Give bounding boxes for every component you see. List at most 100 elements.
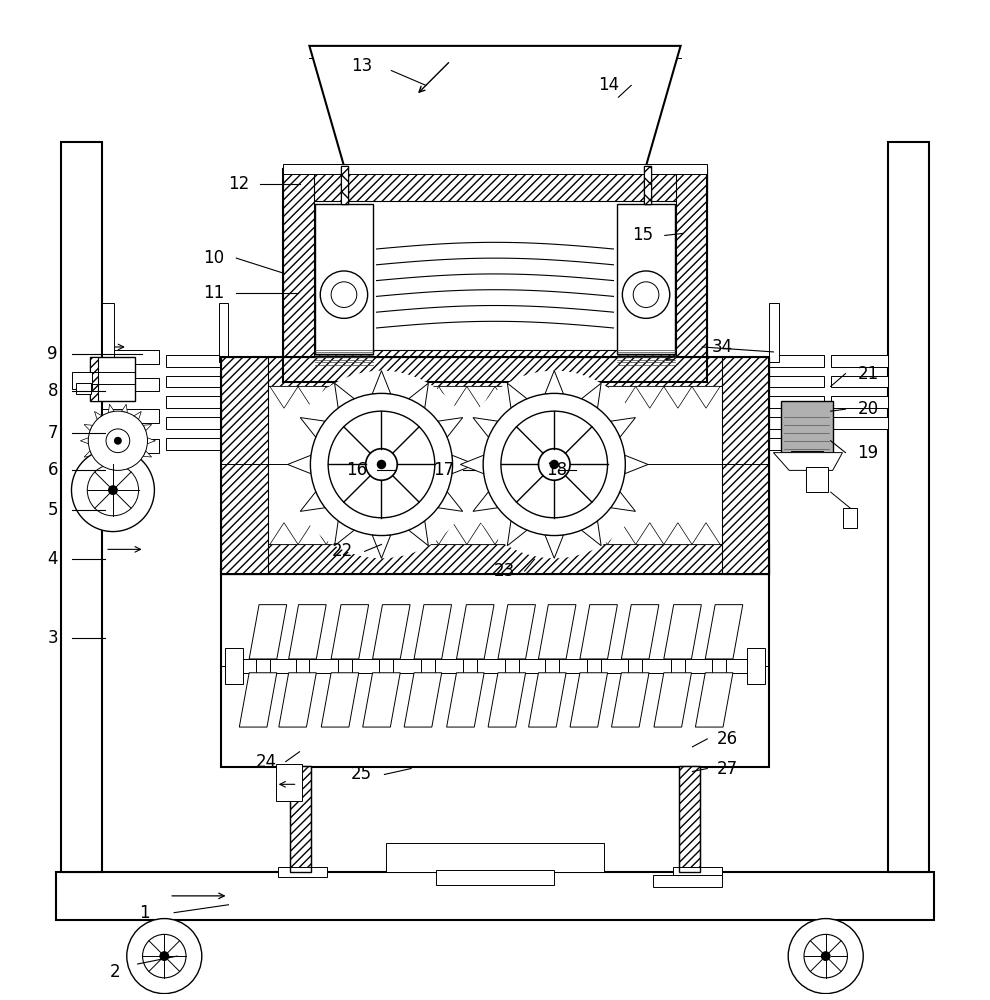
Polygon shape <box>289 605 326 659</box>
Polygon shape <box>579 386 608 408</box>
Circle shape <box>328 411 435 518</box>
Bar <box>675 169 707 382</box>
Polygon shape <box>570 673 608 727</box>
Polygon shape <box>122 469 128 477</box>
Polygon shape <box>581 521 601 546</box>
Bar <box>341 166 347 204</box>
Bar <box>296 659 310 673</box>
Polygon shape <box>507 521 527 546</box>
Polygon shape <box>270 386 298 408</box>
Bar <box>831 417 888 429</box>
Circle shape <box>501 411 608 518</box>
Bar <box>644 166 651 204</box>
Bar <box>746 648 764 684</box>
Polygon shape <box>773 453 842 470</box>
Text: 10: 10 <box>203 249 224 267</box>
Bar <box>629 659 643 673</box>
Polygon shape <box>692 523 720 544</box>
Text: 13: 13 <box>351 57 372 75</box>
Polygon shape <box>298 523 326 544</box>
Polygon shape <box>467 523 495 544</box>
Polygon shape <box>144 424 151 431</box>
Text: 27: 27 <box>717 760 738 778</box>
Bar <box>60 142 102 872</box>
Bar <box>678 766 700 872</box>
Polygon shape <box>270 523 298 544</box>
Circle shape <box>804 934 847 978</box>
Circle shape <box>311 393 452 536</box>
Polygon shape <box>414 605 451 659</box>
Polygon shape <box>544 371 563 394</box>
Polygon shape <box>288 455 311 474</box>
Bar <box>283 350 707 382</box>
Text: 22: 22 <box>332 542 352 560</box>
Text: 4: 4 <box>48 550 58 568</box>
Text: 23: 23 <box>494 562 516 580</box>
Polygon shape <box>581 383 601 408</box>
Bar <box>769 303 779 362</box>
Polygon shape <box>439 523 467 544</box>
Polygon shape <box>94 462 102 470</box>
Text: 2: 2 <box>110 963 120 981</box>
Circle shape <box>365 449 397 480</box>
Polygon shape <box>473 418 498 437</box>
Circle shape <box>788 919 863 994</box>
Polygon shape <box>84 451 93 457</box>
Circle shape <box>331 282 356 307</box>
Polygon shape <box>539 605 576 659</box>
Bar <box>256 659 270 673</box>
Circle shape <box>143 934 186 978</box>
Bar <box>338 659 351 673</box>
Bar <box>769 376 824 387</box>
Polygon shape <box>608 523 636 544</box>
Circle shape <box>539 449 570 480</box>
Polygon shape <box>438 418 462 437</box>
Text: 3: 3 <box>48 629 58 647</box>
Bar <box>781 401 833 453</box>
Text: 8: 8 <box>48 382 58 400</box>
Text: 21: 21 <box>857 365 879 383</box>
Polygon shape <box>705 605 742 659</box>
Polygon shape <box>625 455 648 474</box>
Polygon shape <box>335 521 354 546</box>
Text: 26: 26 <box>717 730 738 748</box>
Polygon shape <box>622 605 659 659</box>
Bar <box>90 357 98 401</box>
Text: 25: 25 <box>351 765 372 783</box>
Bar <box>72 372 92 389</box>
Polygon shape <box>452 455 475 474</box>
Polygon shape <box>148 438 155 444</box>
Polygon shape <box>664 386 692 408</box>
Bar <box>545 659 559 673</box>
Circle shape <box>623 271 670 318</box>
Polygon shape <box>507 383 527 408</box>
Polygon shape <box>80 438 88 444</box>
Polygon shape <box>551 523 579 544</box>
Polygon shape <box>579 523 608 544</box>
Polygon shape <box>460 455 484 474</box>
Bar <box>436 870 554 885</box>
Polygon shape <box>692 386 720 408</box>
Polygon shape <box>372 605 410 659</box>
Bar <box>90 357 135 401</box>
Polygon shape <box>411 386 439 408</box>
Text: 15: 15 <box>633 226 653 244</box>
Polygon shape <box>372 535 391 558</box>
Bar <box>379 659 393 673</box>
Text: 9: 9 <box>48 345 58 363</box>
Bar <box>671 659 684 673</box>
Polygon shape <box>109 469 114 477</box>
Bar <box>283 164 707 174</box>
Bar <box>219 303 229 362</box>
Bar <box>166 376 221 387</box>
Polygon shape <box>523 386 551 408</box>
Bar <box>221 544 769 574</box>
Polygon shape <box>438 492 462 511</box>
Text: 16: 16 <box>346 461 367 479</box>
Bar <box>712 659 726 673</box>
Polygon shape <box>335 383 354 408</box>
Polygon shape <box>636 523 664 544</box>
Polygon shape <box>608 386 636 408</box>
Bar <box>806 467 828 492</box>
Bar <box>672 867 722 877</box>
